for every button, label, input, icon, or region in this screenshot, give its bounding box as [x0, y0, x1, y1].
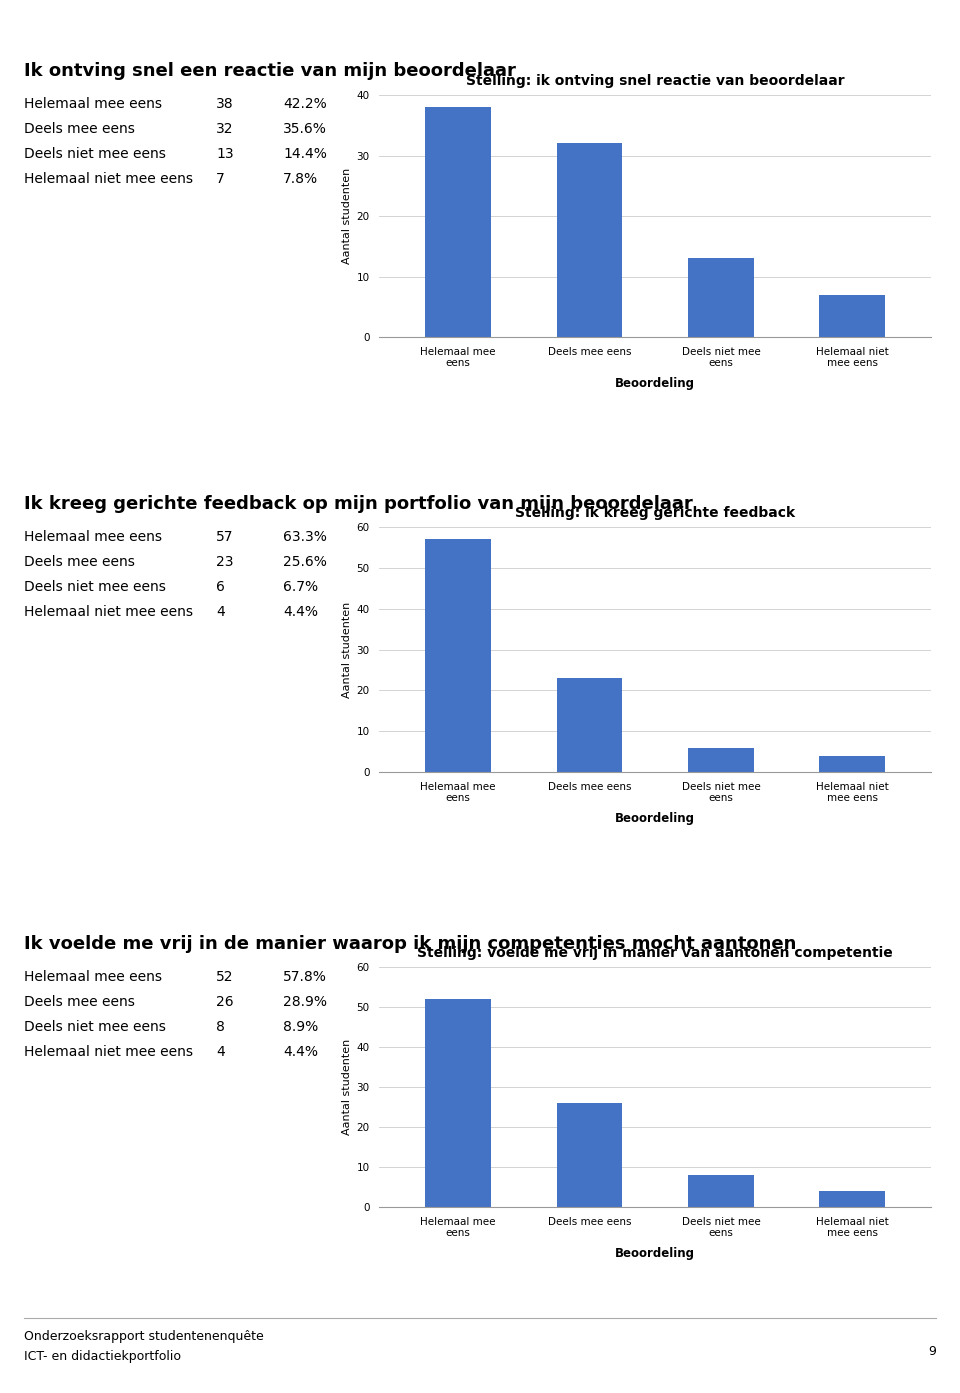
Text: 35.6%: 35.6% — [283, 123, 327, 137]
Text: 28.9%: 28.9% — [283, 995, 327, 1009]
Text: Ik ontving snel een reactie van mijn beoordelaar: Ik ontving snel een reactie van mijn beo… — [24, 63, 516, 79]
Title: Stelling: voelde me vrij in manier van aantonen competentie: Stelling: voelde me vrij in manier van a… — [418, 946, 893, 960]
Bar — [425, 539, 491, 772]
Text: Deels mee eens: Deels mee eens — [24, 123, 134, 137]
Text: Deels niet mee eens: Deels niet mee eens — [24, 148, 166, 162]
Text: 13: 13 — [216, 148, 233, 162]
Y-axis label: Aantal studenten: Aantal studenten — [342, 602, 352, 698]
Text: 6.7%: 6.7% — [283, 579, 319, 593]
Text: 38: 38 — [216, 98, 233, 111]
Text: 63.3%: 63.3% — [283, 529, 327, 545]
Bar — [557, 143, 622, 337]
X-axis label: Beoordeling: Beoordeling — [615, 376, 695, 390]
Text: 26: 26 — [216, 995, 233, 1009]
Text: 7: 7 — [216, 171, 225, 187]
Bar — [557, 1103, 622, 1208]
Text: 4: 4 — [216, 605, 225, 618]
Text: 32: 32 — [216, 123, 233, 137]
Text: Helemaal mee eens: Helemaal mee eens — [24, 529, 162, 545]
Text: Ik kreeg gerichte feedback op mijn portfolio van mijn beoordelaar: Ik kreeg gerichte feedback op mijn portf… — [24, 495, 693, 513]
Bar — [425, 107, 491, 337]
Text: Deels niet mee eens: Deels niet mee eens — [24, 579, 166, 593]
Bar — [820, 756, 885, 772]
Text: Deels niet mee eens: Deels niet mee eens — [24, 1020, 166, 1034]
Text: 23: 23 — [216, 554, 233, 568]
Text: 57.8%: 57.8% — [283, 970, 327, 983]
Bar — [688, 1176, 754, 1208]
Text: 4.4%: 4.4% — [283, 605, 318, 618]
Text: Onderzoeksrapport studentenenquête: Onderzoeksrapport studentenenquête — [24, 1330, 264, 1343]
Text: Helemaal niet mee eens: Helemaal niet mee eens — [24, 605, 193, 618]
Y-axis label: Aantal studenten: Aantal studenten — [342, 1039, 352, 1135]
X-axis label: Beoordeling: Beoordeling — [615, 1247, 695, 1259]
Bar — [688, 748, 754, 772]
Bar — [425, 999, 491, 1208]
Text: 14.4%: 14.4% — [283, 148, 327, 162]
Y-axis label: Aantal studenten: Aantal studenten — [342, 169, 352, 265]
Text: 8.9%: 8.9% — [283, 1020, 319, 1034]
Text: 25.6%: 25.6% — [283, 554, 327, 568]
Text: Helemaal mee eens: Helemaal mee eens — [24, 98, 162, 111]
Text: Helemaal niet mee eens: Helemaal niet mee eens — [24, 171, 193, 187]
Text: ICT- en didactiekportfolio: ICT- en didactiekportfolio — [24, 1350, 181, 1362]
Text: Helemaal niet mee eens: Helemaal niet mee eens — [24, 1045, 193, 1059]
Text: 8: 8 — [216, 1020, 225, 1034]
Text: 52: 52 — [216, 970, 233, 983]
Bar — [557, 678, 622, 772]
Text: Deels mee eens: Deels mee eens — [24, 554, 134, 568]
Bar — [820, 295, 885, 337]
Text: 42.2%: 42.2% — [283, 98, 327, 111]
Text: Helemaal mee eens: Helemaal mee eens — [24, 970, 162, 983]
Bar — [688, 258, 754, 337]
Text: Deels mee eens: Deels mee eens — [24, 995, 134, 1009]
Text: 4: 4 — [216, 1045, 225, 1059]
Text: 6: 6 — [216, 579, 225, 593]
Text: 4.4%: 4.4% — [283, 1045, 318, 1059]
Text: 7.8%: 7.8% — [283, 171, 319, 187]
Text: 57: 57 — [216, 529, 233, 545]
Bar — [820, 1191, 885, 1208]
Text: Ik voelde me vrij in de manier waarop ik mijn competenties mocht aantonen: Ik voelde me vrij in de manier waarop ik… — [24, 935, 797, 953]
Title: Stelling: ik kreeg gerichte feedback: Stelling: ik kreeg gerichte feedback — [516, 506, 795, 520]
Title: Stelling: ik ontving snel reactie van beoordelaar: Stelling: ik ontving snel reactie van be… — [466, 74, 845, 88]
X-axis label: Beoordeling: Beoordeling — [615, 812, 695, 825]
Text: 9: 9 — [928, 1346, 936, 1358]
